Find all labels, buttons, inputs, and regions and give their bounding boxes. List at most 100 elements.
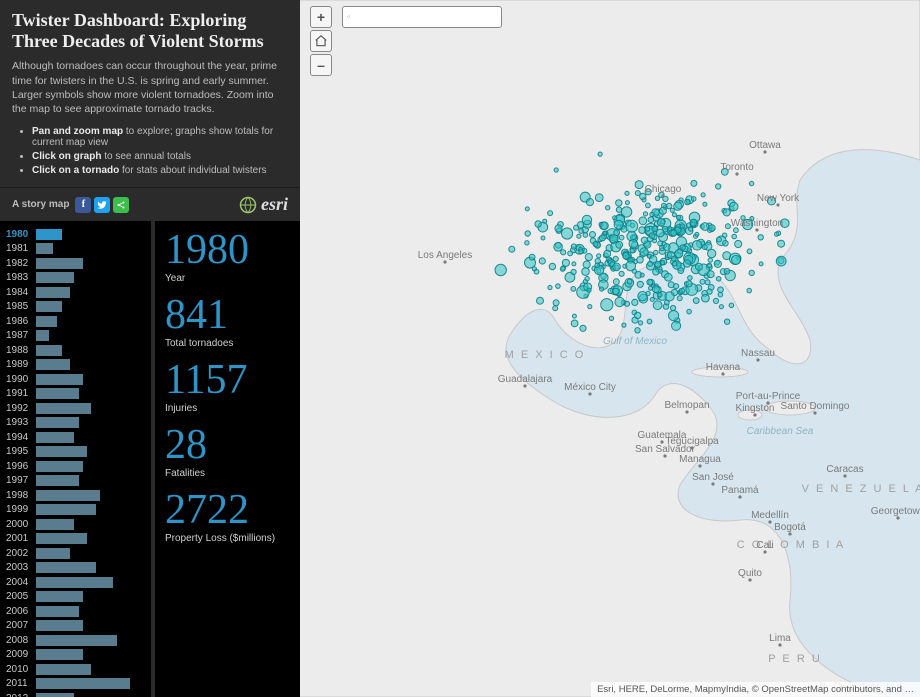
year-bar-1988[interactable]: 1988 [6,343,149,358]
year-bar-1990[interactable]: 1990 [6,372,149,387]
year-bar-1996[interactable]: 1996 [6,459,149,474]
year-bar-1994[interactable]: 1994 [6,430,149,445]
year-bar-2006[interactable]: 2006 [6,604,149,619]
stat-year-label: Year [165,273,290,284]
year-label: 2009 [6,649,36,660]
year-bar-fill [36,243,53,254]
year-bar-chart[interactable]: 1980 1981 1982 1983 1984 19851986198719881989… [0,221,155,697]
zoom-out-button[interactable]: – [310,54,332,76]
tip-item: Click on a tornado for stats about indiv… [32,165,288,176]
map-search[interactable] [342,6,502,28]
city-label: Panamá [721,485,759,496]
year-bar-1987[interactable]: 1987 [6,329,149,344]
year-bar-fill [36,548,70,559]
stat-injuries-value: 1157 [165,359,290,401]
year-label: 1981 [6,243,36,254]
year-bar-fill [36,475,79,486]
year-bar-fill [36,678,130,689]
year-bar-1984[interactable]: 1984 [6,285,149,300]
city-label: Los Angeles [418,250,473,261]
year-bar-1989[interactable]: 1989 [6,358,149,373]
year-label: 2006 [6,606,36,617]
year-bar-fill [36,388,79,399]
year-bar-fill [36,635,117,646]
year-bar-1980[interactable]: 1980 [6,227,149,242]
year-bar-2000[interactable]: 2000 [6,517,149,532]
stat-injuries-label: Injuries [165,403,290,414]
year-label: 1982 [6,258,36,269]
year-label: 2010 [6,664,36,675]
city-label: Ottawa [749,140,781,151]
year-bar-2009[interactable]: 2009 [6,648,149,663]
map[interactable]: M E X I C OC O L O M B I AV E N E Z U E … [300,0,920,697]
year-bar-1986[interactable]: 1986 [6,314,149,329]
year-label: 1994 [6,432,36,443]
year-bar-fill [36,577,113,588]
year-bar-2001[interactable]: 2001 [6,532,149,547]
year-bar-2007[interactable]: 2007 [6,619,149,634]
year-bar-2002[interactable]: 2002 [6,546,149,561]
year-bar-1997[interactable]: 1997 [6,474,149,489]
year-bar-2010[interactable]: 2010 [6,662,149,677]
year-bar-fill [36,229,62,240]
year-label: 2008 [6,635,36,646]
year-bar-2003[interactable]: 2003 [6,561,149,576]
year-bar-1985[interactable]: 1985 [6,300,149,315]
share-icon[interactable] [113,197,129,213]
water-label: Caribbean Sea [747,426,814,437]
city-label: Medellín [751,510,789,521]
home-button[interactable] [310,30,332,52]
year-bar-1993[interactable]: 1993 [6,416,149,431]
year-label: 1984 [6,287,36,298]
city-label: Caracas [826,464,863,475]
year-label: 1980 [6,229,36,240]
year-bar-2005[interactable]: 2005 [6,590,149,605]
year-bar-1998[interactable]: 1998 [6,488,149,503]
year-bar-1991[interactable]: 1991 [6,387,149,402]
year-label: 2011 [6,678,36,689]
year-label: 1983 [6,272,36,283]
city-label: Cali [756,540,773,551]
twitter-icon[interactable] [94,197,110,213]
city-label: Managua [679,454,721,465]
year-bar-fill [36,562,96,573]
zoom-in-button[interactable]: + [310,6,332,28]
year-bar-2004[interactable]: 2004 [6,575,149,590]
city-label: México City [564,382,616,393]
year-label: 1989 [6,359,36,370]
year-bar-fill [36,272,74,283]
year-label: 2007 [6,620,36,631]
city-label: Guadalajara [498,374,553,385]
year-bar-1992[interactable]: 1992 [6,401,149,416]
year-bar-fill [36,403,91,414]
year-bar-1995[interactable]: 1995 [6,445,149,460]
year-bar-2012[interactable]: 2012 [6,691,149,697]
city-label: Belmopan [664,400,709,411]
map-search-input[interactable] [355,11,497,23]
facebook-icon[interactable]: f [75,197,91,213]
stat-tornadoes-value: 841 [165,294,290,336]
city-label: Washington [731,218,783,229]
year-bar-1999[interactable]: 1999 [6,503,149,518]
year-bar-fill [36,301,62,312]
country-label: P E R U [768,653,822,665]
year-label: 2003 [6,562,36,573]
year-bar-2011[interactable]: 2011 [6,677,149,692]
intro-text: Although tornadoes can occur throughout … [12,59,288,116]
year-bar-1982[interactable]: 1982 [6,256,149,271]
city-label: Toronto [720,162,754,173]
tips-list: Pan and zoom map to explore; graphs show… [12,126,288,176]
tip-item: Pan and zoom map to explore; graphs show… [32,126,288,148]
year-bar-2008[interactable]: 2008 [6,633,149,648]
year-bar-fill [36,345,62,356]
year-bar-1981[interactable]: 1981 [6,242,149,257]
city-label: Nassau [741,348,775,359]
stat-year-value: 1980 [165,229,290,271]
year-bar-1983[interactable]: 1983 [6,271,149,286]
esri-logo[interactable]: esri [239,194,288,215]
year-label: 2000 [6,519,36,530]
city-label: Santo Domingo [781,401,850,412]
city-label: Quito [738,568,762,579]
country-label: C O L O M B I A [737,539,845,551]
esri-label: esri [261,194,288,215]
